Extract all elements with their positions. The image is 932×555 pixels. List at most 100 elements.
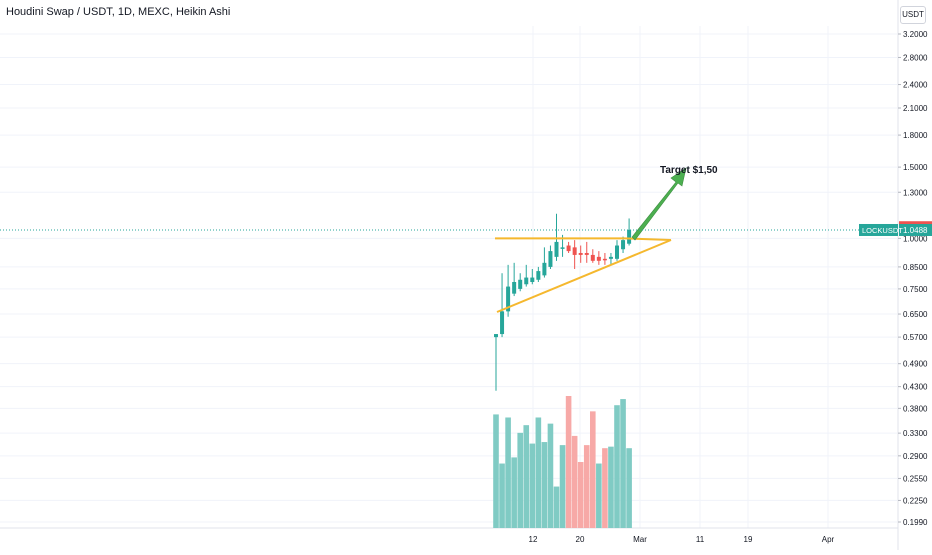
volume-bars bbox=[493, 396, 632, 528]
candle-body bbox=[615, 245, 619, 259]
y-tick-label: 2.1000 bbox=[903, 104, 928, 113]
candle bbox=[518, 273, 523, 292]
candle-body bbox=[536, 271, 541, 280]
y-tick-label: 1.3000 bbox=[903, 188, 928, 197]
candle-body bbox=[542, 262, 547, 276]
y-tick-label: 1.5000 bbox=[903, 163, 928, 172]
x-tick-label: 11 bbox=[696, 535, 705, 544]
x-tick-label: Apr bbox=[822, 535, 835, 544]
volume-bar bbox=[602, 448, 608, 528]
candle-body bbox=[566, 245, 571, 252]
volume-bar bbox=[565, 396, 572, 528]
candle-body bbox=[548, 251, 553, 267]
y-tick-label: 0.3300 bbox=[903, 429, 928, 438]
volume-bar bbox=[577, 462, 584, 528]
symbol-text: LOCKUSDT bbox=[862, 226, 903, 235]
candle bbox=[566, 241, 571, 254]
volume-bar bbox=[596, 463, 602, 528]
volume-bar bbox=[620, 399, 626, 528]
candle-body bbox=[512, 282, 517, 294]
y-tick-label: 2.8000 bbox=[903, 53, 928, 62]
candle bbox=[536, 266, 541, 283]
candle bbox=[530, 268, 535, 285]
candle-body bbox=[578, 253, 583, 255]
volume-bar bbox=[523, 425, 530, 528]
grid-lines bbox=[0, 26, 897, 528]
volume-bar bbox=[559, 445, 566, 528]
y-tick-label: 1.0000 bbox=[903, 234, 928, 243]
candle bbox=[608, 253, 613, 265]
volume-bar bbox=[626, 448, 632, 528]
volume-bar bbox=[547, 423, 554, 528]
volume-bar bbox=[505, 417, 511, 528]
x-tick-label: Mar bbox=[633, 535, 647, 544]
candle-body bbox=[602, 258, 607, 261]
candle-body bbox=[500, 311, 505, 335]
candle-body bbox=[560, 247, 565, 249]
volume-bar bbox=[541, 442, 548, 528]
candle bbox=[590, 249, 595, 263]
candle-body bbox=[530, 277, 535, 283]
candle-body bbox=[518, 279, 523, 289]
y-tick-label: 0.3800 bbox=[903, 404, 928, 413]
candle bbox=[615, 240, 619, 261]
arrow-shape bbox=[631, 167, 687, 241]
volume-bar bbox=[583, 445, 590, 528]
volume-bar bbox=[493, 414, 499, 528]
last-price-text: 1.0488 bbox=[903, 226, 928, 235]
chart-title: Houdini Swap / USDT, 1D, MEXC, Heikin As… bbox=[6, 6, 231, 18]
target-arrow: Target $1,50 bbox=[631, 165, 718, 241]
x-axis-labels: 12 20 Mar 11 19 Apr bbox=[529, 535, 835, 544]
candle-body bbox=[627, 229, 632, 244]
candle bbox=[572, 240, 577, 269]
candle bbox=[627, 218, 632, 246]
candle bbox=[584, 241, 589, 263]
symbol-bg bbox=[859, 223, 898, 236]
x-tick-label: 20 bbox=[576, 535, 585, 544]
volume-bar bbox=[571, 435, 578, 528]
candle bbox=[602, 253, 607, 265]
support-line bbox=[496, 239, 672, 313]
candles bbox=[494, 213, 632, 391]
target-label: Target $1,50 bbox=[660, 165, 718, 176]
y-tick-label: 1.8000 bbox=[903, 131, 928, 140]
candle bbox=[494, 334, 498, 391]
candle-body bbox=[590, 254, 595, 261]
y-tick-label: 0.4900 bbox=[903, 360, 928, 369]
volume-bar bbox=[499, 463, 505, 528]
y-tick-label: 0.2550 bbox=[903, 474, 928, 483]
candle-body bbox=[494, 334, 498, 338]
candle bbox=[542, 247, 547, 278]
candle-body bbox=[621, 240, 626, 250]
candle-body bbox=[596, 256, 601, 261]
resistance-extension bbox=[624, 237, 672, 241]
candle-body bbox=[524, 277, 529, 285]
candle bbox=[548, 245, 553, 269]
x-tick-label: 19 bbox=[744, 535, 753, 544]
y-tick-label: 0.7500 bbox=[903, 285, 928, 294]
y-tick-label: 0.8500 bbox=[903, 263, 928, 272]
last-price-tag: 1.0488 bbox=[899, 223, 932, 236]
y-tick-label: 0.6500 bbox=[903, 310, 928, 319]
last-price-bg bbox=[899, 223, 932, 236]
candle-body bbox=[506, 286, 511, 312]
candle bbox=[596, 251, 601, 265]
currency-selector[interactable]: USDT bbox=[900, 6, 926, 24]
volume-bar bbox=[608, 446, 614, 528]
candle bbox=[500, 273, 505, 338]
y-axis-labels: 3.2000 2.8000 2.4000 2.1000 1.8000 1.5000 1.30… bbox=[898, 30, 928, 527]
candle bbox=[554, 213, 559, 261]
volume-bar bbox=[517, 432, 523, 528]
candle-body bbox=[584, 253, 589, 255]
volume-bar bbox=[535, 417, 542, 528]
volume-bar bbox=[590, 411, 596, 528]
x-tick-label: 12 bbox=[529, 535, 538, 544]
candle-body bbox=[608, 256, 613, 259]
y-tick-label: 0.2900 bbox=[903, 452, 928, 461]
y-tick-label: 3.2000 bbox=[903, 30, 928, 39]
triangle-pattern bbox=[495, 237, 672, 313]
y-tick-label: 0.4300 bbox=[903, 383, 928, 392]
candle bbox=[524, 264, 529, 287]
